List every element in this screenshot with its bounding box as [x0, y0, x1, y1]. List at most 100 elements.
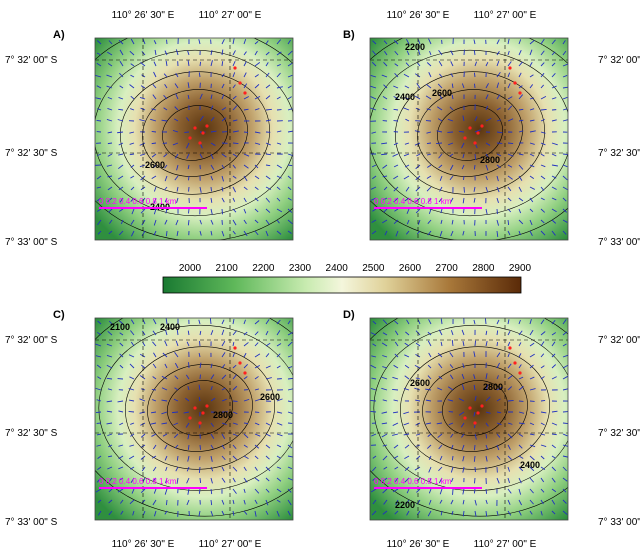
- vector-arrow: [426, 108, 432, 111]
- vector-arrow: [403, 175, 410, 180]
- vector-arrow: [437, 352, 443, 358]
- vector-arrow: [254, 499, 258, 505]
- vector-arrow: [254, 208, 259, 213]
- vector-arrow: [164, 340, 168, 347]
- contour-label: 2800: [483, 382, 503, 392]
- vector-arrow: [551, 488, 557, 493]
- panel-label: B): [343, 29, 355, 41]
- vector-arrow: [164, 175, 168, 182]
- vector-arrow: [254, 455, 259, 460]
- vector-arrow: [243, 466, 247, 471]
- vector-arrow: [232, 341, 235, 347]
- vector-arrow: [485, 83, 489, 89]
- vector-arrow: [529, 186, 535, 190]
- map-panel: 2600 2800 2400 2200 0 0.2 0.4 0.6 0.8 1 km D)…: [343, 309, 640, 550]
- vector-arrow: [243, 208, 247, 214]
- vector-arrow: [151, 131, 157, 133]
- vector-arrow: [96, 52, 102, 56]
- vector-arrow: [381, 422, 388, 425]
- vector-arrow: [518, 153, 524, 156]
- map-panel: 2100 2400 2600 2800 0 0.2 0.4 0.6 0.8 1 km C)…: [5, 309, 294, 550]
- vector-arrow: [161, 422, 168, 425]
- vector-arrow: [150, 118, 157, 122]
- vent-dot: [468, 126, 472, 130]
- vector-arrow: [496, 477, 500, 484]
- vector-arrow: [152, 363, 157, 369]
- vector-arrow: [425, 95, 432, 100]
- vector-arrow: [276, 398, 283, 402]
- vector-arrow: [474, 153, 477, 160]
- vector-arrow: [381, 411, 388, 414]
- vector-arrow: [540, 50, 545, 56]
- map-frame: [369, 37, 569, 241]
- vector-arrow: [164, 50, 168, 56]
- vector-arrow: [265, 466, 271, 472]
- vector-arrow: [394, 466, 399, 470]
- vector-arrow: [199, 93, 203, 100]
- vector-arrow: [518, 342, 522, 347]
- vector-arrow: [154, 510, 157, 517]
- vent-dot: [233, 346, 237, 350]
- vector-arrow: [507, 341, 511, 347]
- vector-arrow: [165, 466, 168, 472]
- vent-dot: [198, 141, 202, 145]
- vector-arrow: [287, 186, 292, 191]
- vector-arrow: [518, 175, 523, 181]
- vector-arrow: [474, 395, 477, 402]
- vector-arrow: [394, 330, 399, 336]
- vector-arrow: [198, 466, 201, 473]
- vector-arrow: [243, 96, 249, 100]
- vector-arrow: [370, 387, 377, 391]
- vector-arrow: [496, 230, 499, 237]
- vector-arrow: [186, 499, 190, 506]
- vector-arrow: [164, 488, 168, 495]
- vector-arrow: [118, 320, 124, 325]
- vector-arrow: [461, 83, 465, 89]
- vector-arrow: [403, 433, 410, 436]
- vector-arrow: [394, 341, 399, 347]
- vector-arrow: [562, 74, 568, 78]
- vector-arrow: [447, 386, 454, 391]
- vector-arrow: [496, 386, 503, 391]
- vector-arrow: [518, 61, 523, 67]
- vector-arrow: [232, 444, 237, 450]
- vector-arrow: [518, 422, 525, 425]
- vector-arrow: [507, 38, 510, 45]
- vector-arrow: [496, 119, 501, 122]
- vector-arrow: [265, 342, 271, 347]
- vector-arrow: [276, 411, 283, 414]
- vector-arrow: [449, 364, 454, 369]
- vector-arrow: [518, 319, 521, 325]
- vector-arrow: [370, 399, 377, 402]
- vent-dot: [188, 416, 192, 420]
- vector-arrow: [153, 61, 157, 67]
- vector-arrow: [254, 131, 261, 134]
- vector-arrow: [540, 499, 544, 505]
- vector-arrow: [199, 115, 204, 122]
- vector-arrow: [210, 444, 214, 449]
- vector-arrow: [562, 319, 567, 325]
- vector-arrow: [254, 466, 258, 471]
- vector-arrow: [507, 186, 512, 192]
- vector-arrow: [551, 332, 557, 336]
- map-content: 2600 2800 2400 2200 0 0.2 0.4 0.6 0.8 1 km: [370, 318, 568, 520]
- vent-dot: [480, 404, 484, 408]
- vector-arrow: [129, 499, 135, 505]
- vector-arrow: [254, 422, 260, 426]
- vector-arrow: [406, 38, 410, 45]
- vector-arrow: [130, 74, 135, 78]
- contour: [142, 89, 248, 177]
- vector-arrow: [221, 164, 225, 169]
- vector-arrow: [95, 74, 102, 78]
- vector-arrow: [496, 510, 499, 516]
- map-frame: [369, 317, 569, 521]
- vector-arrow: [371, 433, 377, 437]
- vector-arrow: [426, 444, 432, 449]
- vector-arrow: [416, 499, 421, 505]
- vector-arrow: [129, 142, 135, 145]
- vector-arrow: [393, 444, 399, 449]
- vector-arrow: [427, 364, 432, 369]
- vector-arrow: [562, 63, 568, 67]
- vector-arrow: [254, 398, 261, 402]
- vector-arrow: [287, 499, 292, 506]
